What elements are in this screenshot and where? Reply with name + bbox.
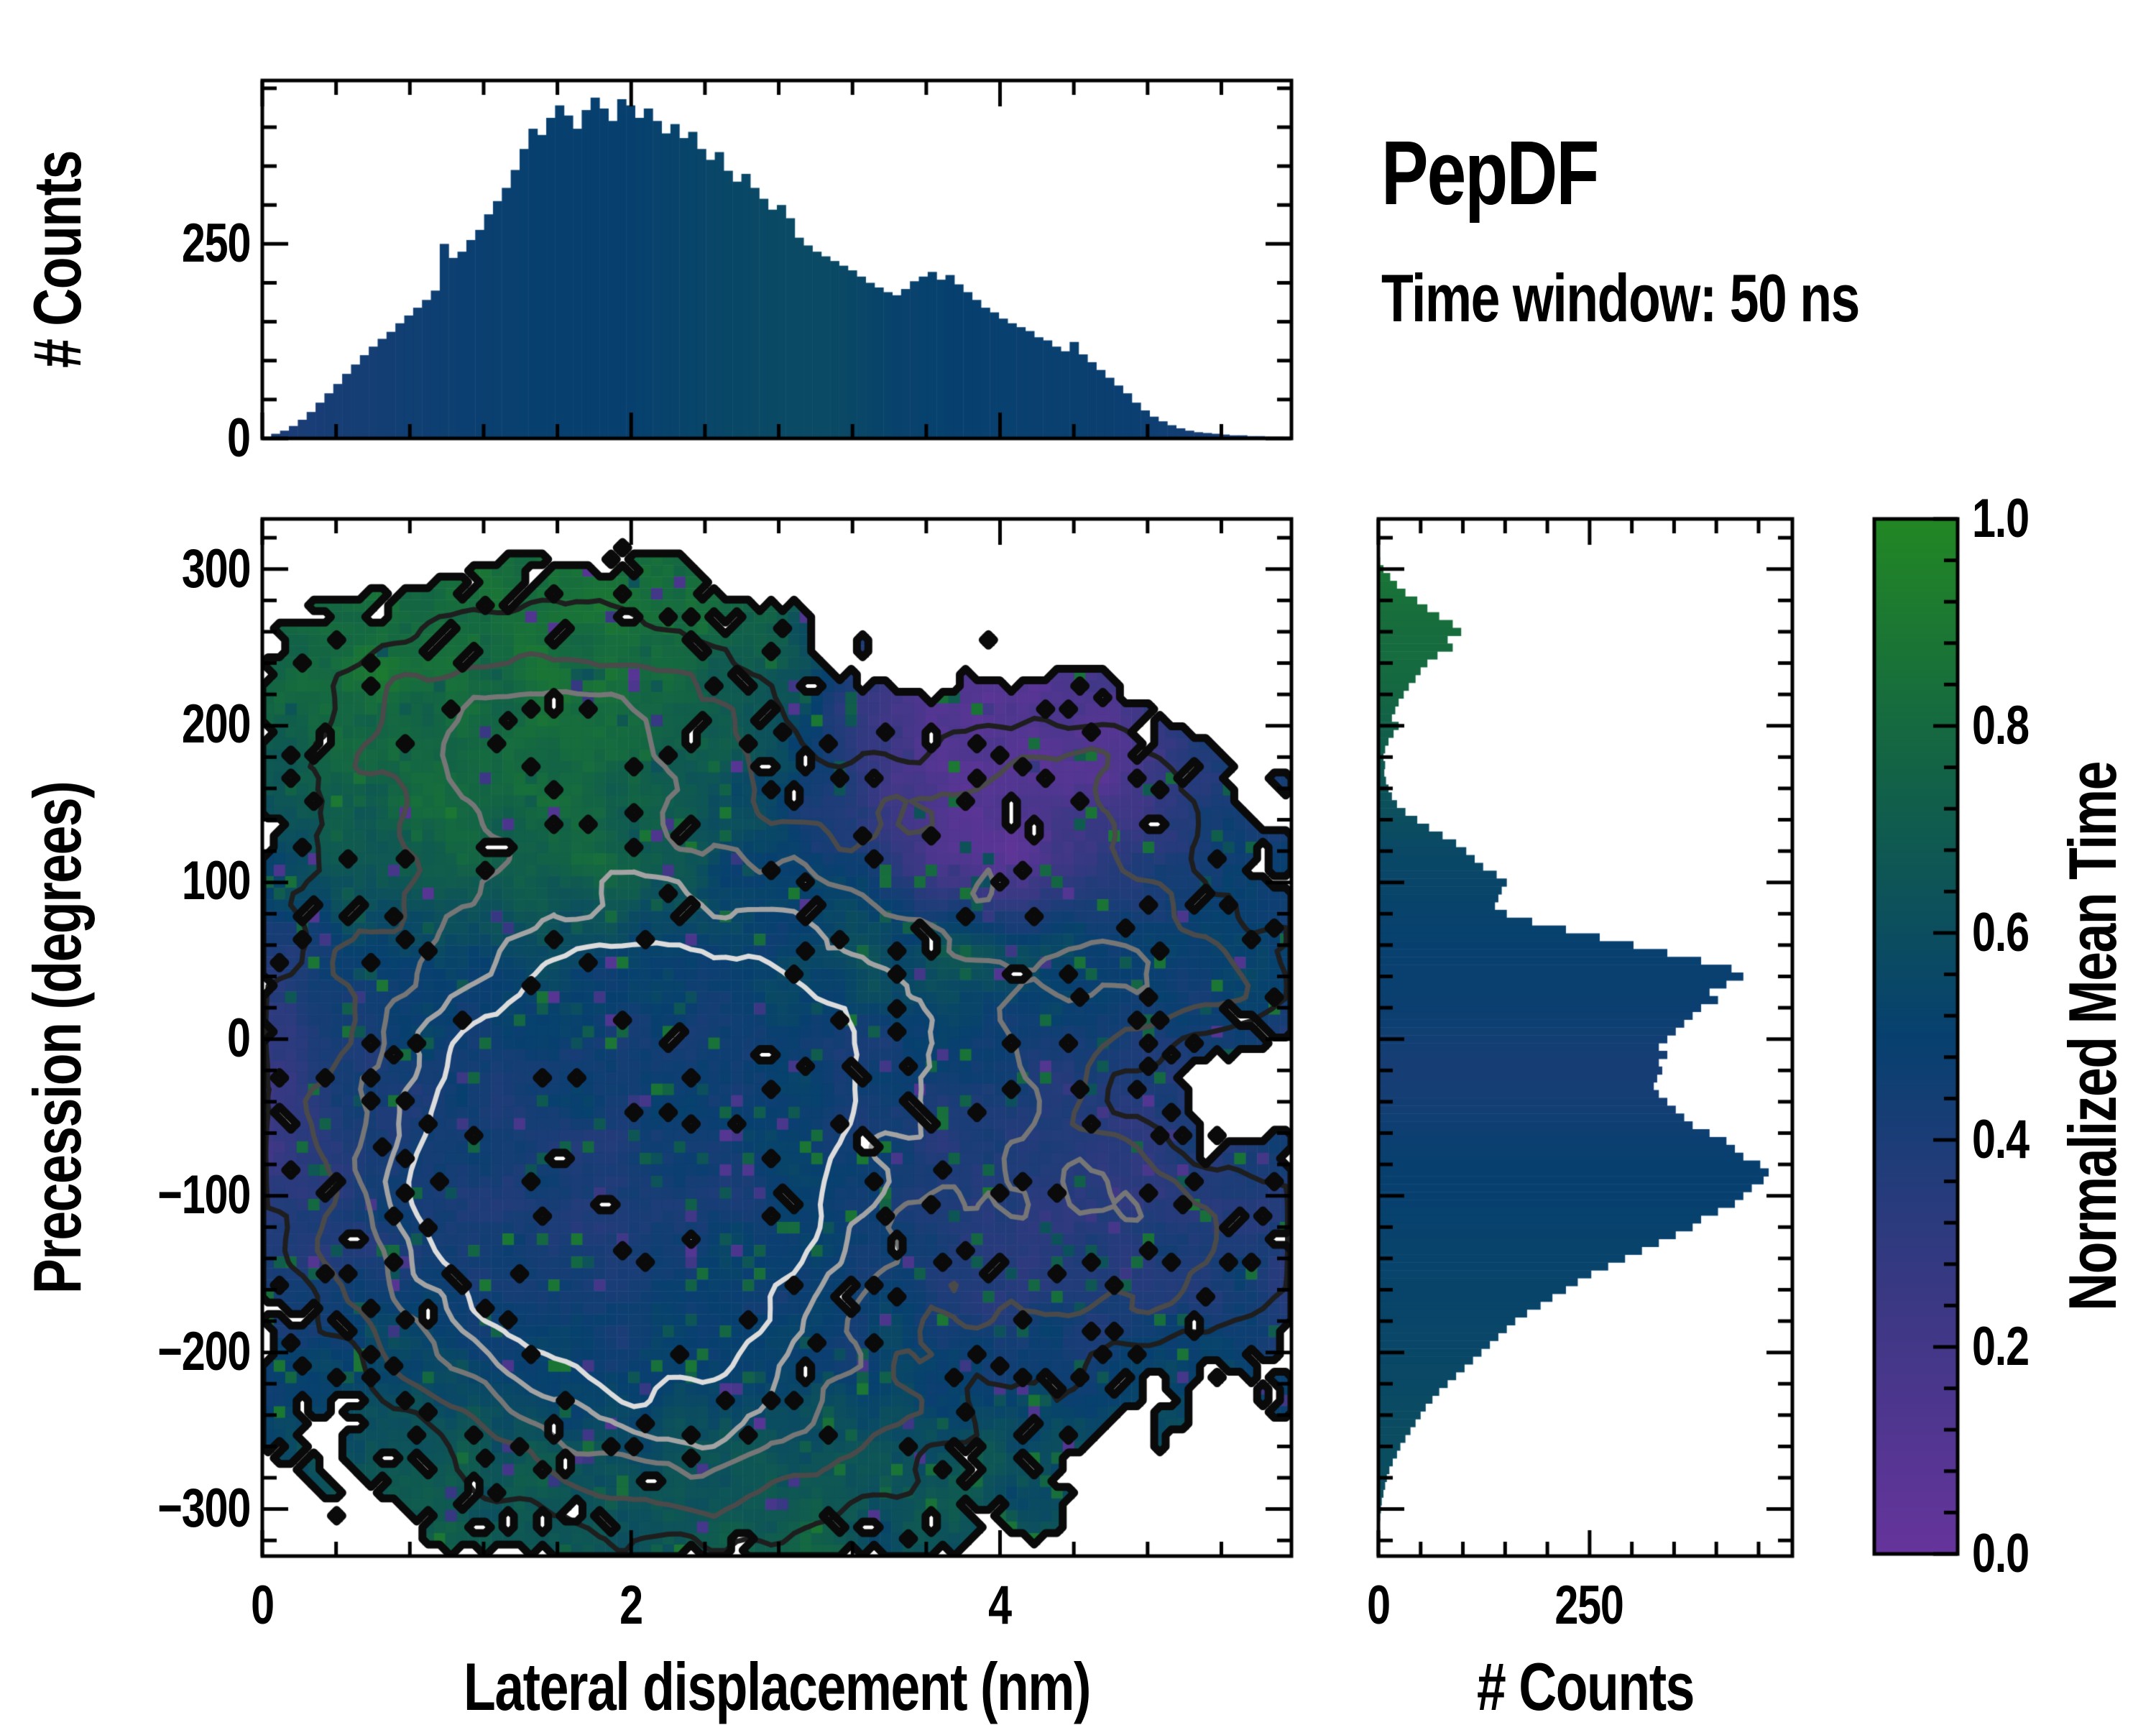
- top-hist-ylabel: # Counts: [19, 151, 95, 368]
- figure-subtitle: Time window: 50 ns: [1381, 260, 1860, 336]
- top-hist-ytick-0: 0: [227, 408, 251, 469]
- main-xlabel: Lateral displacement (nm): [464, 1649, 1091, 1724]
- cbar-tick-0.2: 0.2: [1972, 1316, 2030, 1377]
- cbar-tick-0.0: 0.0: [1972, 1523, 2030, 1584]
- right-hist-xtick-0: 0: [1367, 1575, 1391, 1636]
- main-xtick-4: 4: [988, 1575, 1012, 1636]
- main-ytick-300: 300: [181, 538, 252, 599]
- right-hist-xlabel: # Counts: [1477, 1649, 1695, 1724]
- right-hist-xtick-250: 250: [1554, 1575, 1624, 1636]
- cbar-label: Normalized Mean Time: [2055, 762, 2130, 1311]
- cbar-tick-0.8: 0.8: [1972, 695, 2030, 756]
- main-xtick-0: 0: [251, 1575, 275, 1636]
- cbar-tick-0.4: 0.4: [1972, 1109, 2030, 1170]
- main-ylabel: Precession (degrees): [19, 781, 95, 1294]
- main-ytick-0: 0: [227, 1008, 251, 1069]
- main-xtick-2: 2: [619, 1575, 643, 1636]
- figure-title: PepDF: [1381, 122, 1599, 224]
- cbar-tick-1.0: 1.0: [1972, 488, 2030, 549]
- main-ytick-100: 100: [181, 850, 252, 911]
- main-ytick-200: 200: [181, 694, 252, 755]
- cbar-tick-0.6: 0.6: [1972, 902, 2030, 963]
- main-ytick-m200: −200: [157, 1321, 251, 1382]
- main-ytick-m100: −100: [157, 1164, 251, 1225]
- top-hist-ytick-250: 250: [181, 213, 252, 274]
- main-ytick-m300: −300: [157, 1478, 251, 1539]
